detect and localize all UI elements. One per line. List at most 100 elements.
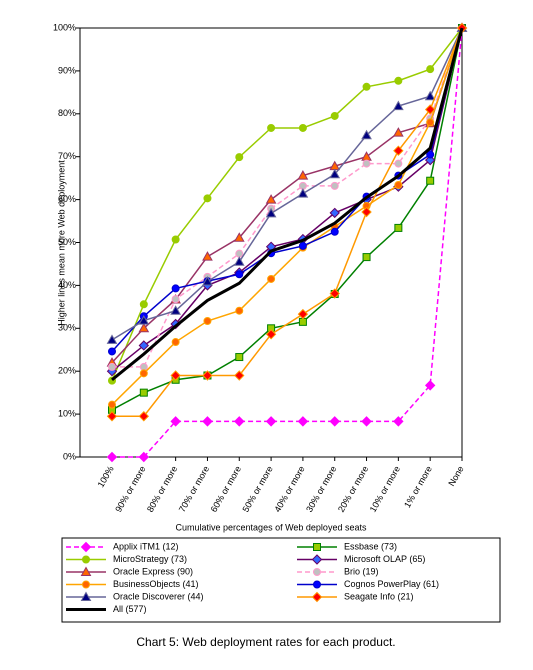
x-tick-label: 10% or more	[368, 464, 402, 514]
x-tick-label: 1% or more	[402, 464, 434, 509]
marker	[313, 580, 321, 589]
marker	[170, 305, 181, 315]
marker	[234, 370, 245, 381]
marker	[106, 334, 118, 344]
legend-label: MicroStrategy (73)	[113, 554, 187, 564]
x-tick-label: 90% or more	[113, 464, 147, 514]
marker	[233, 232, 245, 242]
marker	[267, 274, 276, 283]
y-tick-label: 70%	[58, 151, 76, 161]
marker	[298, 241, 307, 250]
marker	[393, 100, 404, 111]
marker	[80, 591, 92, 601]
marker	[265, 329, 277, 340]
marker	[330, 227, 339, 236]
legend-box	[61, 537, 501, 623]
marker	[203, 194, 212, 203]
marker	[267, 123, 276, 132]
y-tick-label: 80%	[58, 108, 76, 118]
marker	[426, 150, 435, 159]
marker	[235, 153, 244, 162]
marker	[361, 129, 372, 140]
marker	[138, 322, 150, 333]
marker	[424, 104, 436, 115]
legend-label: All (577)	[113, 604, 147, 614]
marker	[171, 284, 180, 293]
marker	[329, 207, 340, 219]
marker	[394, 76, 403, 85]
y-tick-label: 60%	[58, 194, 76, 204]
marker	[138, 315, 150, 325]
marker	[265, 416, 277, 427]
marker	[235, 306, 244, 315]
legend-label: BusinessObjects (41)	[113, 579, 199, 589]
marker	[138, 411, 150, 422]
y-tick-label: 50%	[58, 237, 76, 247]
legend-label: Essbase (73)	[344, 541, 397, 551]
series-line	[111, 27, 463, 406]
series-line	[112, 27, 463, 368]
series-line	[111, 27, 463, 372]
marker	[235, 249, 244, 258]
marker	[297, 170, 309, 180]
x-tick-label: 50% or more	[240, 464, 274, 514]
marker	[313, 568, 321, 576]
y-tick-label: 0%	[63, 451, 76, 461]
y-tick-label: 90%	[58, 65, 76, 75]
marker	[203, 317, 212, 326]
marker	[82, 555, 90, 564]
marker	[297, 188, 309, 198]
marker	[426, 118, 435, 127]
y-tick-label: 40%	[58, 280, 76, 290]
marker	[170, 416, 181, 427]
marker	[297, 416, 309, 427]
marker	[311, 591, 323, 603]
marker	[202, 276, 213, 286]
marker	[361, 206, 372, 218]
marker	[170, 370, 181, 381]
marker	[82, 580, 90, 589]
marker	[265, 207, 277, 218]
legend-label: Seagate Info (21)	[344, 591, 414, 601]
marker	[298, 317, 307, 326]
marker	[393, 416, 404, 427]
marker	[108, 400, 116, 409]
marker	[362, 159, 371, 168]
marker	[311, 554, 323, 565]
series-line	[111, 27, 463, 341]
marker	[361, 416, 372, 427]
legend-label: Cognos PowerPlay (61)	[344, 579, 439, 589]
marker	[393, 145, 404, 156]
x-tick-label: 40% or more	[272, 464, 306, 514]
marker	[329, 288, 340, 299]
x-tick-label: 60% or more	[209, 464, 243, 514]
series-line	[112, 27, 463, 417]
x-tick-label: 80% or more	[145, 464, 179, 514]
marker	[426, 176, 435, 185]
marker	[298, 123, 307, 132]
marker	[139, 369, 148, 378]
x-tick-label: 30% or more	[304, 464, 338, 514]
marker	[202, 370, 213, 381]
y-tick-label: 100%	[53, 22, 76, 32]
marker	[393, 127, 404, 137]
marker	[139, 388, 148, 397]
legend-label: Oracle Express (90)	[113, 566, 193, 576]
marker	[202, 416, 213, 427]
marker	[424, 154, 436, 166]
marker	[424, 90, 436, 101]
marker	[394, 223, 403, 232]
marker	[329, 416, 340, 427]
marker	[235, 270, 244, 279]
marker	[233, 256, 245, 266]
marker	[108, 362, 116, 371]
marker	[106, 411, 118, 422]
marker	[313, 543, 321, 551]
marker	[139, 300, 148, 309]
marker	[329, 168, 341, 179]
marker	[330, 181, 339, 190]
legend-label: Applix iTM1 (12)	[113, 541, 179, 551]
series-line	[111, 27, 463, 364]
